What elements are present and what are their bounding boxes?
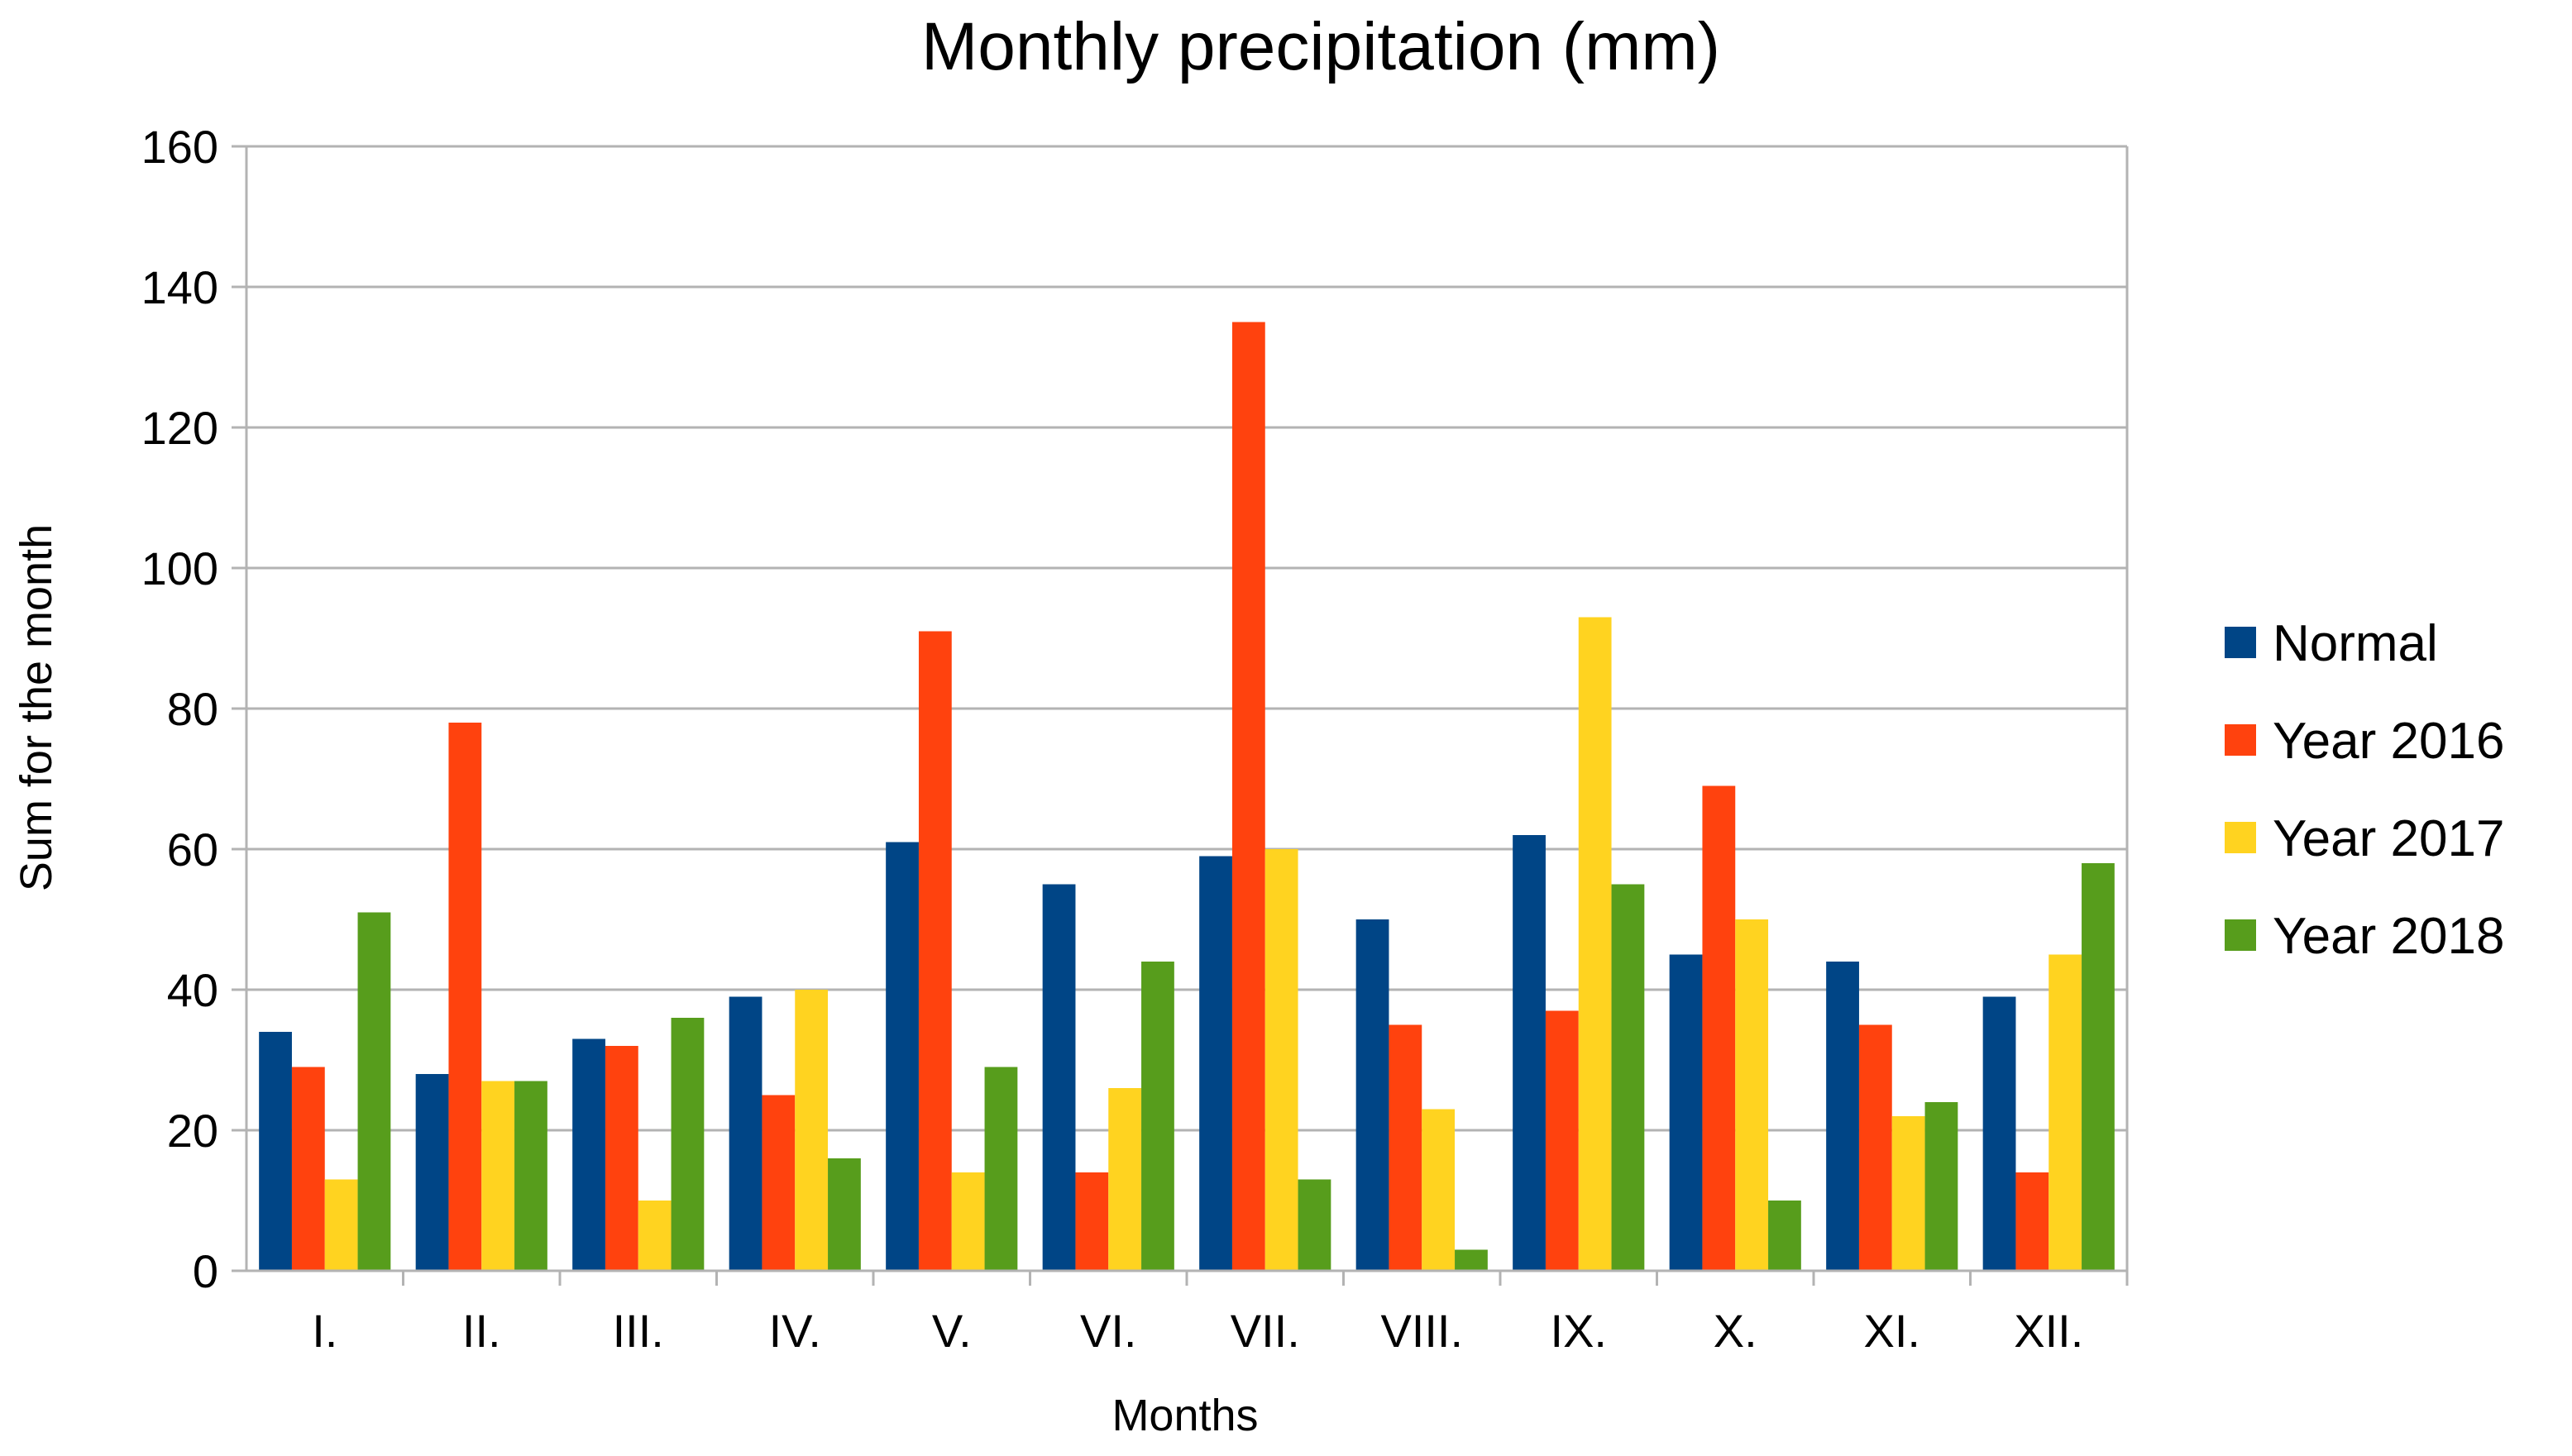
bar-year-2018-6 xyxy=(1141,962,1174,1271)
bar-year-2016-4 xyxy=(762,1095,796,1271)
bar-normal-5 xyxy=(886,842,919,1271)
y-tick-label: 140 xyxy=(141,261,218,313)
bar-year-2016-2 xyxy=(448,723,482,1271)
bar-normal-9 xyxy=(1513,835,1546,1271)
x-tick-label: VIII. xyxy=(1380,1305,1463,1357)
bar-normal-12 xyxy=(1982,996,2016,1271)
bar-year-2018-2 xyxy=(514,1081,547,1271)
x-tick-label: XI. xyxy=(1864,1305,1920,1357)
bar-year-2016-11 xyxy=(1858,1024,1892,1271)
bar-year-2017-5 xyxy=(951,1172,985,1271)
bar-year-2016-1 xyxy=(291,1067,325,1271)
bar-year-2017-2 xyxy=(481,1081,515,1271)
bar-year-2018-9 xyxy=(1611,884,1645,1271)
bar-year-2018-7 xyxy=(1298,1179,1331,1271)
y-tick-label: 20 xyxy=(167,1105,218,1157)
x-tick-label: VII. xyxy=(1231,1305,1300,1357)
y-tick-label: 40 xyxy=(167,964,218,1016)
legend-swatch xyxy=(2225,919,2256,951)
bar-year-2017-8 xyxy=(1422,1109,1456,1271)
bar-year-2018-8 xyxy=(1455,1249,1488,1271)
y-tick-label: 100 xyxy=(141,542,218,594)
bar-normal-6 xyxy=(1042,884,1076,1271)
y-tick-label: 80 xyxy=(167,683,218,735)
gridlines xyxy=(246,145,2127,1132)
bar-normal-11 xyxy=(1826,962,1859,1271)
bar-year-2016-6 xyxy=(1075,1172,1109,1271)
x-tick-label: X. xyxy=(1714,1305,1757,1357)
bar-year-2016-12 xyxy=(2015,1172,2049,1271)
legend-swatch xyxy=(2225,627,2256,658)
bar-year-2017-7 xyxy=(1264,849,1298,1271)
bar-normal-7 xyxy=(1199,856,1232,1271)
axes xyxy=(232,145,2129,1286)
y-tick-label: 160 xyxy=(141,121,218,173)
legend-label: Year 2016 xyxy=(2273,713,2504,770)
bar-year-2016-8 xyxy=(1389,1024,1422,1271)
bar-normal-10 xyxy=(1669,954,1703,1271)
x-tick-label: II. xyxy=(462,1305,501,1357)
legend: Normal Year 2016 Year 2017 Year 2018 xyxy=(2225,615,2504,965)
bar-year-2016-10 xyxy=(1702,785,1736,1271)
bar-year-2018-11 xyxy=(1924,1102,1958,1271)
bar-year-2017-9 xyxy=(1578,617,1612,1271)
bar-normal-4 xyxy=(729,996,763,1271)
bars xyxy=(259,322,2115,1271)
y-tick-label: 120 xyxy=(141,402,218,454)
bar-year-2018-1 xyxy=(357,912,391,1271)
bar-year-2018-3 xyxy=(671,1018,705,1271)
bar-normal-1 xyxy=(259,1032,292,1271)
bar-year-2016-3 xyxy=(605,1046,638,1271)
bar-year-2018-12 xyxy=(2082,863,2115,1271)
bar-year-2017-4 xyxy=(795,990,829,1271)
bar-year-2018-5 xyxy=(984,1067,1018,1271)
bar-year-2018-10 xyxy=(1768,1201,1801,1271)
bar-year-2017-10 xyxy=(1735,919,1769,1271)
legend-label: Year 2018 xyxy=(2273,908,2504,965)
bar-year-2016-5 xyxy=(918,631,952,1271)
x-tick-label: XII. xyxy=(2014,1305,2083,1357)
chart-title: Monthly precipitation (mm) xyxy=(921,9,1720,84)
y-axis-label: Sum for the month xyxy=(12,524,61,891)
bar-year-2017-6 xyxy=(1108,1088,1142,1271)
bar-normal-2 xyxy=(415,1074,449,1271)
legend-label: Year 2017 xyxy=(2273,810,2504,867)
legend-swatch xyxy=(2225,724,2256,756)
x-tick-label: IX. xyxy=(1551,1305,1607,1357)
x-tick-label: I. xyxy=(312,1305,337,1357)
bar-year-2017-3 xyxy=(638,1201,672,1271)
bar-year-2018-4 xyxy=(828,1158,861,1271)
legend-swatch xyxy=(2225,822,2256,853)
bar-year-2016-7 xyxy=(1231,322,1265,1271)
bar-normal-8 xyxy=(1355,919,1389,1271)
bar-normal-3 xyxy=(572,1038,605,1271)
legend-label: Normal xyxy=(2273,615,2438,672)
y-tick-label: 0 xyxy=(193,1245,218,1297)
bar-year-2016-9 xyxy=(1545,1010,1579,1271)
y-tick-label: 60 xyxy=(167,823,218,876)
bar-year-2017-1 xyxy=(324,1179,358,1271)
x-tick-label: V. xyxy=(932,1305,972,1357)
x-tick-label: VI. xyxy=(1080,1305,1136,1357)
y-tick-labels: 0 20 40 60 80 100 120 140 160 xyxy=(141,121,218,1297)
bar-year-2017-11 xyxy=(1891,1116,1925,1271)
bar-year-2017-12 xyxy=(2049,954,2082,1271)
x-axis-label: Months xyxy=(1112,1391,1258,1440)
x-tick-label: III. xyxy=(613,1305,664,1357)
x-tick-label: IV. xyxy=(769,1305,821,1357)
x-tick-labels: I. II. III. IV. V. VI. VII. VIII. IX. X. XI. XII. xyxy=(312,1305,2083,1357)
